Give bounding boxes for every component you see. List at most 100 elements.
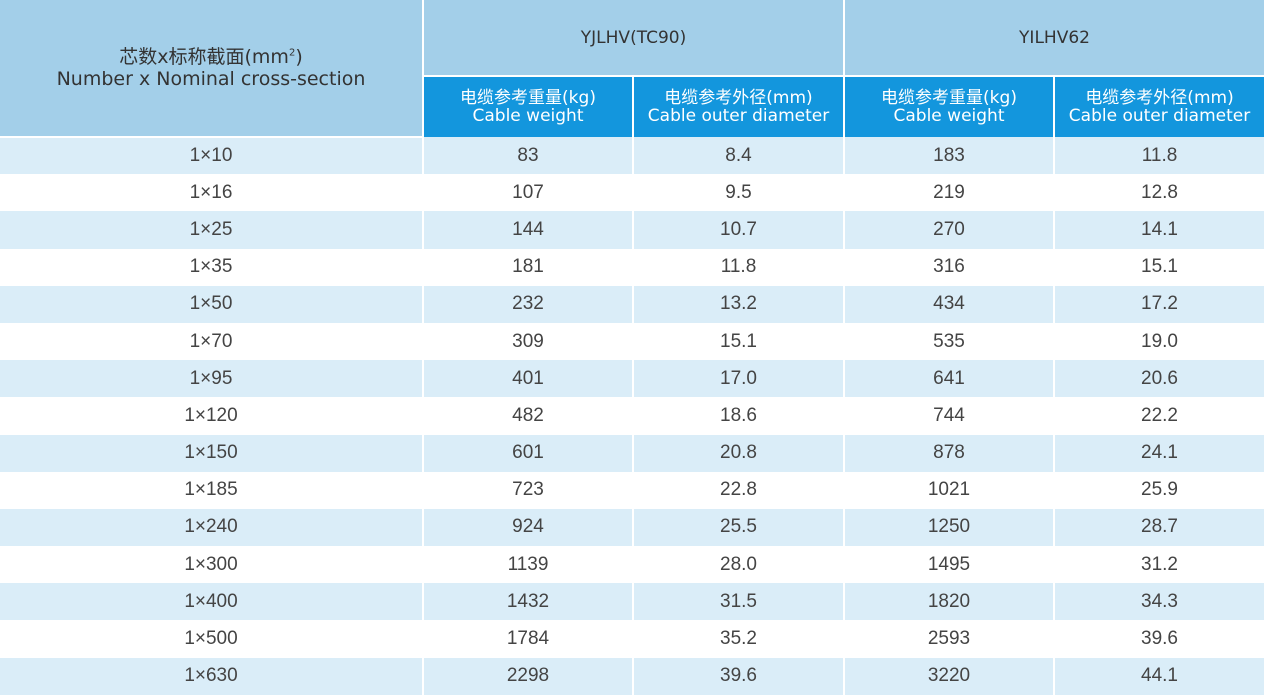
diameter-cell-1: 8.4 — [633, 137, 845, 175]
weight-cell-2: 1021 — [844, 471, 1055, 509]
cross-section-header-cn: 芯数x标称截面(mm2) — [119, 46, 303, 68]
diameter-cell-1: 20.8 — [633, 434, 845, 472]
diameter-cell-2: 25.9 — [1054, 471, 1264, 509]
weight-cell-2: 316 — [844, 248, 1055, 286]
weight-cell-1: 601 — [423, 434, 634, 472]
weight-cell-2: 535 — [844, 322, 1055, 361]
diameter-header-2: 电缆参考外径(mm) Cable outer diameter — [1054, 76, 1264, 137]
weight-cell-2: 434 — [844, 285, 1055, 323]
table-row: 1×630 2298 39.6 3220 44.1 — [0, 657, 1264, 695]
table-row: 1×25 144 10.7 270 14.1 — [0, 211, 1264, 249]
weight-cell-1: 482 — [423, 397, 634, 435]
table-row: 1×35 181 11.8 316 15.1 — [0, 248, 1264, 286]
diameter-cell-2: 17.2 — [1054, 285, 1264, 323]
weight-cell-1: 181 — [423, 248, 634, 286]
cross-section-cell: 1×120 — [0, 397, 424, 435]
weight-cell-2: 744 — [844, 397, 1055, 435]
diameter-cell-1: 18.6 — [633, 397, 845, 435]
cross-section-cell: 1×500 — [0, 620, 424, 658]
diameter-cell-2: 34.3 — [1054, 583, 1264, 621]
table-row: 1×150 601 20.8 878 24.1 — [0, 434, 1264, 472]
weight-cell-1: 1784 — [423, 620, 634, 658]
table-row: 1×400 1432 31.5 1820 34.3 — [0, 583, 1264, 621]
diameter-cell-1: 35.2 — [633, 620, 845, 658]
diameter-cell-2: 39.6 — [1054, 620, 1264, 658]
cross-section-cell: 1×240 — [0, 508, 424, 547]
weight-header-1: 电缆参考重量(kg) Cable weight — [423, 76, 634, 137]
cross-section-cell: 1×150 — [0, 434, 424, 472]
table-row: 1×50 232 13.2 434 17.2 — [0, 285, 1264, 323]
cross-section-cell: 1×16 — [0, 174, 424, 212]
table-row: 1×95 401 17.0 641 20.6 — [0, 360, 1264, 398]
diameter-header-1: 电缆参考外径(mm) Cable outer diameter — [633, 76, 845, 137]
weight-cell-2: 1250 — [844, 508, 1055, 547]
cross-section-header-en: Number x Nominal cross-section — [56, 68, 366, 90]
table-row: 1×185 723 22.8 1021 25.9 — [0, 471, 1264, 509]
diameter-cell-2: 19.0 — [1054, 322, 1264, 361]
weight-cell-1: 401 — [423, 360, 634, 398]
diameter-cell-2: 15.1 — [1054, 248, 1264, 286]
weight-cell-1: 723 — [423, 471, 634, 509]
cross-section-cell: 1×50 — [0, 285, 424, 323]
diameter-cell-1: 10.7 — [633, 211, 845, 249]
diameter-cell-1: 11.8 — [633, 248, 845, 286]
diameter-cell-1: 15.1 — [633, 322, 845, 361]
table-row: 1×16 107 9.5 219 12.8 — [0, 174, 1264, 212]
table-row: 1×240 924 25.5 1250 28.7 — [0, 508, 1264, 547]
weight-cell-2: 1495 — [844, 546, 1055, 584]
diameter-cell-2: 11.8 — [1054, 137, 1264, 175]
table-body: 1×10 83 8.4 183 11.8 1×16 107 9.5 219 12.8 1×25 144… — [0, 137, 1264, 695]
weight-cell-2: 878 — [844, 434, 1055, 472]
weight-cell-1: 2298 — [423, 657, 634, 695]
diameter-cell-2: 28.7 — [1054, 508, 1264, 547]
diameter-cell-1: 31.5 — [633, 583, 845, 621]
cross-section-cell: 1×300 — [0, 546, 424, 584]
cross-section-cell: 1×400 — [0, 583, 424, 621]
cross-section-cell: 1×630 — [0, 657, 424, 695]
table-row: 1×120 482 18.6 744 22.2 — [0, 397, 1264, 435]
diameter-cell-2: 44.1 — [1054, 657, 1264, 695]
weight-header-2: 电缆参考重量(kg) Cable weight — [844, 76, 1055, 137]
diameter-cell-2: 20.6 — [1054, 360, 1264, 398]
table-row: 1×70 309 15.1 535 19.0 — [0, 322, 1264, 361]
weight-cell-1: 1432 — [423, 583, 634, 621]
diameter-cell-1: 17.0 — [633, 360, 845, 398]
diameter-cell-1: 9.5 — [633, 174, 845, 212]
weight-cell-1: 309 — [423, 322, 634, 361]
weight-cell-1: 232 — [423, 285, 634, 323]
diameter-cell-2: 24.1 — [1054, 434, 1264, 472]
diameter-cell-2: 22.2 — [1054, 397, 1264, 435]
weight-cell-2: 219 — [844, 174, 1055, 212]
cross-section-cell: 1×35 — [0, 248, 424, 286]
diameter-cell-1: 25.5 — [633, 508, 845, 547]
table-header: 芯数x标称截面(mm2) Number x Nominal cross-sect… — [0, 0, 1264, 138]
diameter-cell-2: 14.1 — [1054, 211, 1264, 249]
diameter-cell-1: 39.6 — [633, 657, 845, 695]
weight-cell-2: 183 — [844, 137, 1055, 175]
weight-cell-2: 270 — [844, 211, 1055, 249]
group-header-yjlhv: YJLHV(TC90) — [423, 0, 845, 77]
weight-cell-1: 144 — [423, 211, 634, 249]
weight-cell-2: 3220 — [844, 657, 1055, 695]
weight-cell-1: 924 — [423, 508, 634, 547]
weight-cell-2: 1820 — [844, 583, 1055, 621]
table-row: 1×500 1784 35.2 2593 39.6 — [0, 620, 1264, 658]
weight-cell-2: 641 — [844, 360, 1055, 398]
table-row: 1×300 1139 28.0 1495 31.2 — [0, 546, 1264, 584]
table-row: 1×10 83 8.4 183 11.8 — [0, 137, 1264, 175]
diameter-cell-2: 12.8 — [1054, 174, 1264, 212]
weight-cell-1: 83 — [423, 137, 634, 175]
cross-section-cell: 1×95 — [0, 360, 424, 398]
cross-section-cell: 1×25 — [0, 211, 424, 249]
group-header-yilhv62: YILHV62 — [844, 0, 1264, 77]
diameter-cell-1: 13.2 — [633, 285, 845, 323]
cross-section-header: 芯数x标称截面(mm2) Number x Nominal cross-sect… — [0, 0, 424, 138]
weight-cell-1: 1139 — [423, 546, 634, 584]
diameter-cell-1: 22.8 — [633, 471, 845, 509]
cross-section-cell: 1×70 — [0, 322, 424, 361]
cross-section-cell: 1×185 — [0, 471, 424, 509]
diameter-cell-2: 31.2 — [1054, 546, 1264, 584]
diameter-cell-1: 28.0 — [633, 546, 845, 584]
weight-cell-2: 2593 — [844, 620, 1055, 658]
